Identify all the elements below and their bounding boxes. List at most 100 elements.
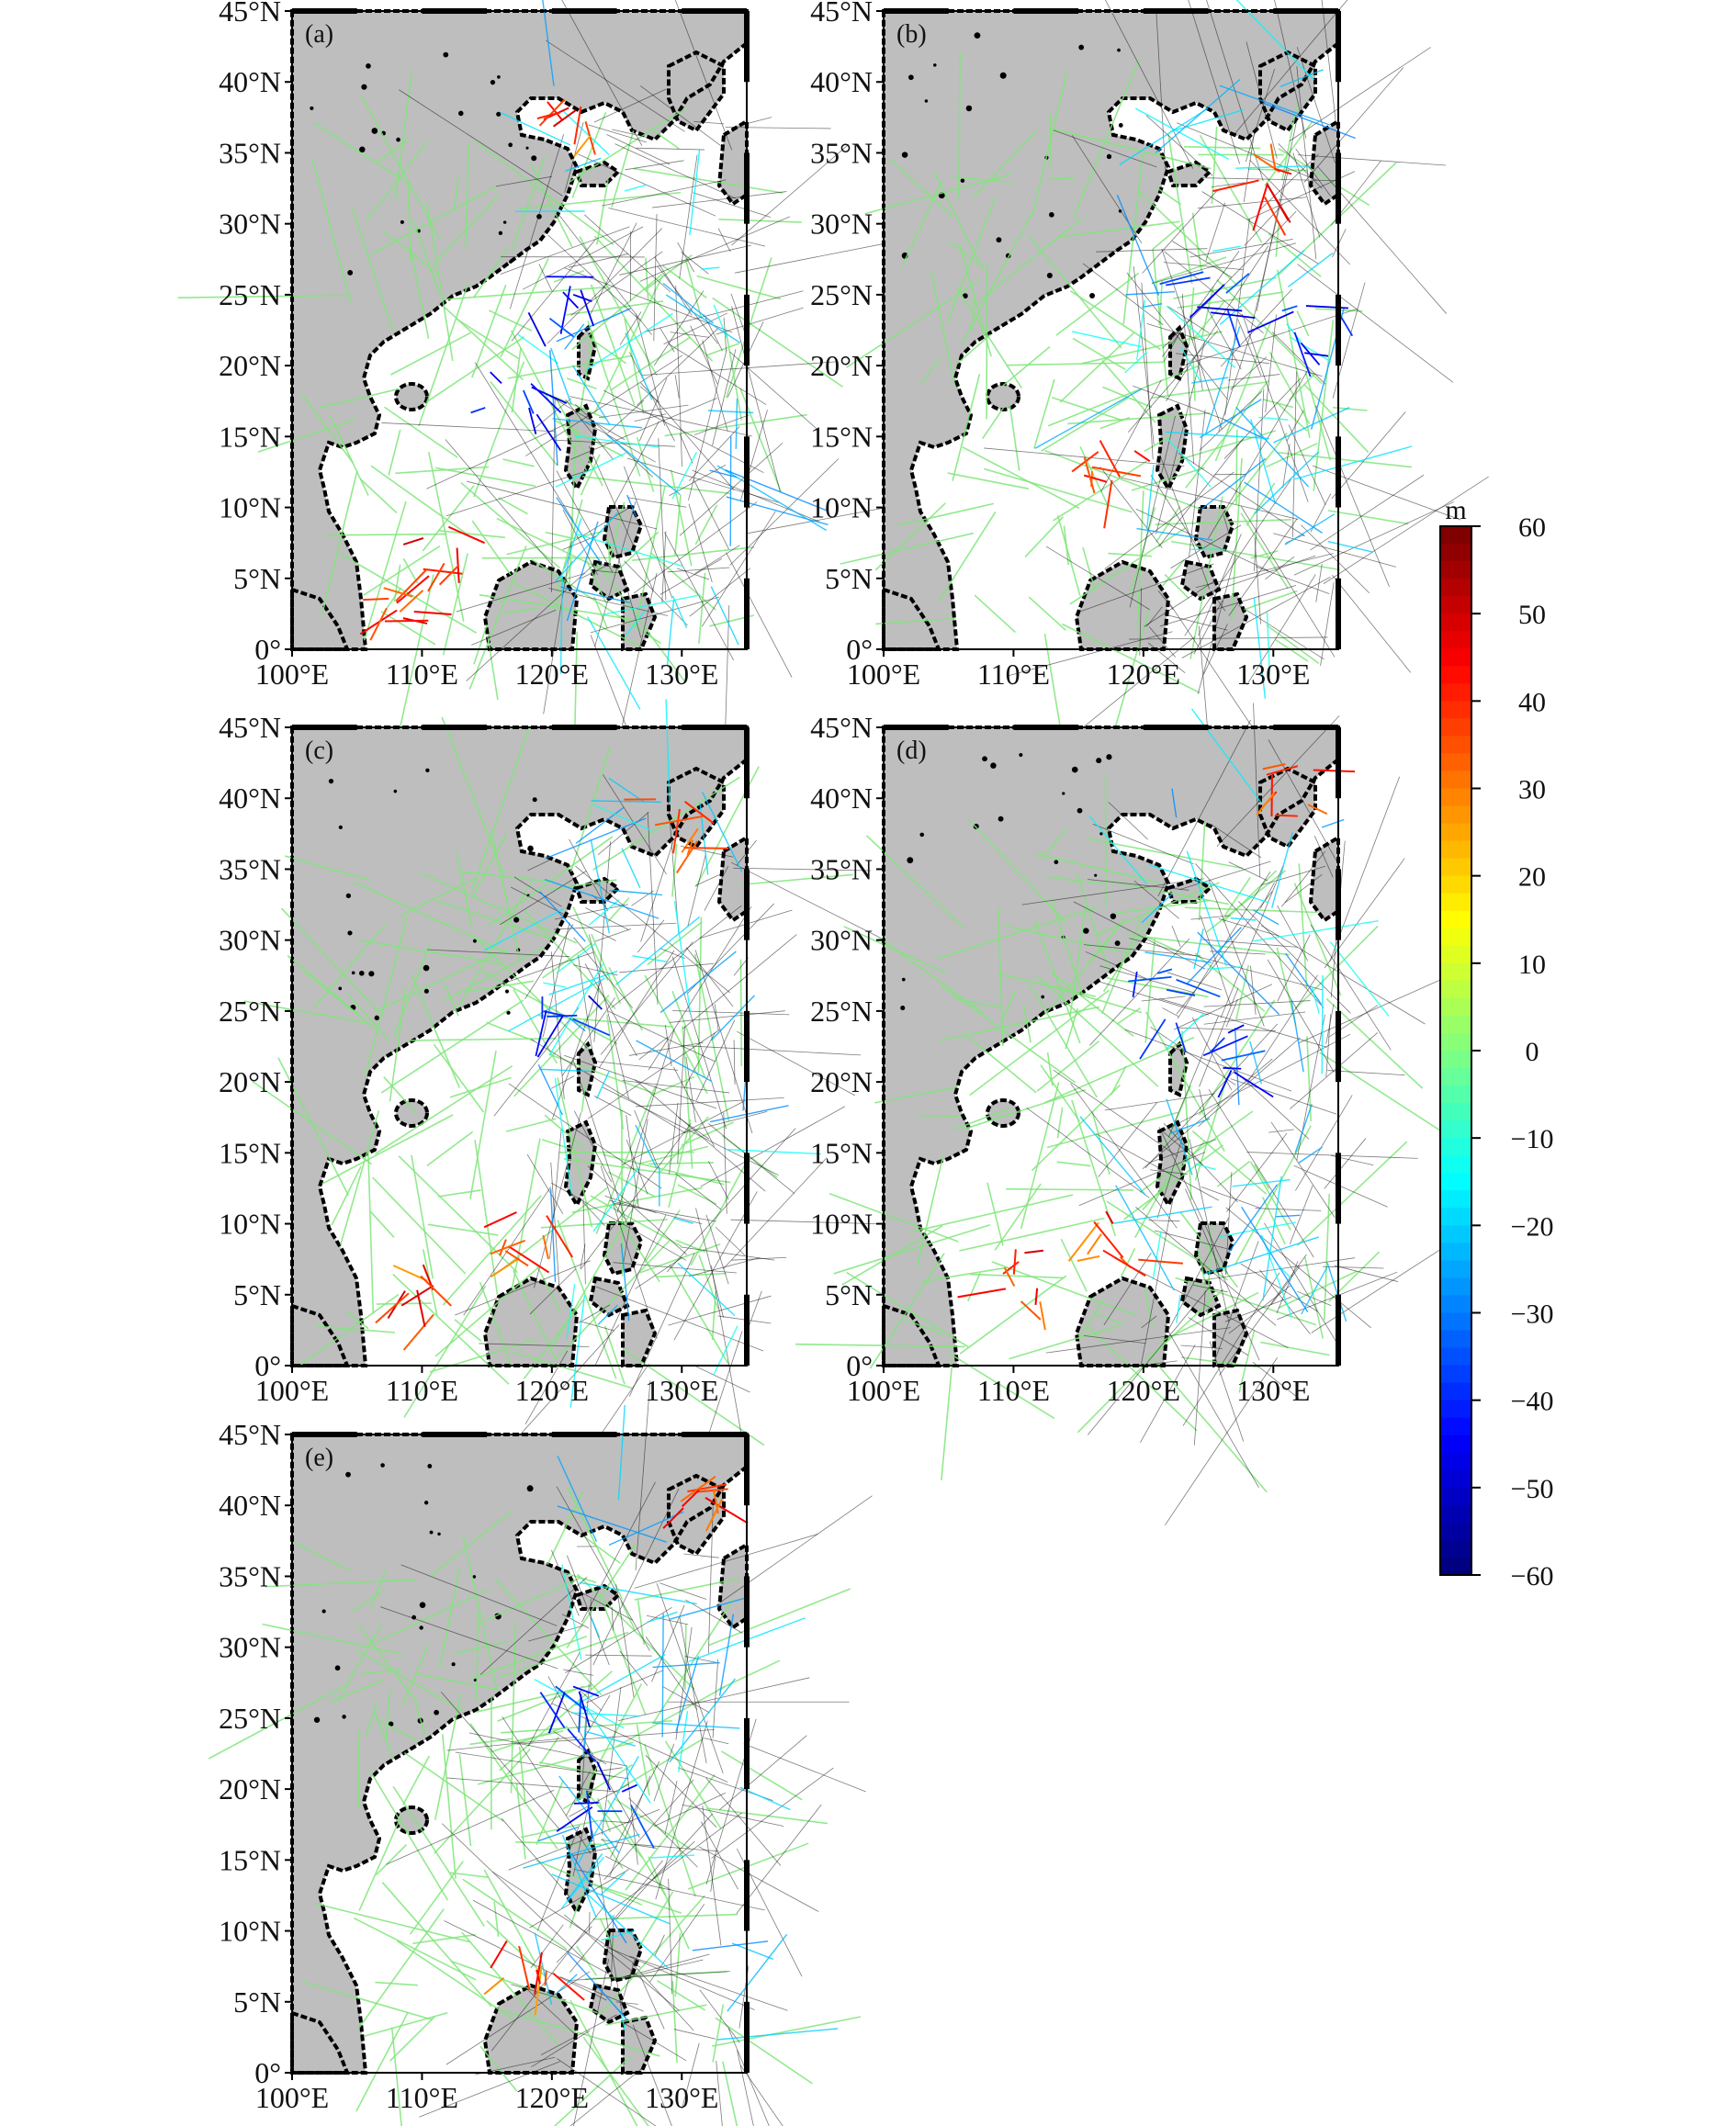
track-line <box>557 1456 598 1542</box>
track-line <box>578 1691 591 1727</box>
frame-tick <box>1336 152 1341 224</box>
track-line <box>1077 1335 1173 1434</box>
track-line <box>1259 1269 1311 1334</box>
track-line <box>1044 449 1201 510</box>
track-line <box>1136 527 1213 541</box>
track-line <box>177 294 352 298</box>
track-line <box>1145 115 1213 176</box>
track-line <box>661 264 707 298</box>
colorbar-tick-label: −40 <box>1511 1387 1554 1417</box>
track-line <box>527 857 555 872</box>
track-line <box>1056 1107 1064 1139</box>
track-line <box>426 423 567 489</box>
track-line <box>381 422 555 433</box>
track-line <box>606 134 671 165</box>
track-line <box>620 573 658 733</box>
ship-tracks <box>795 703 1461 1526</box>
ship-tracks <box>177 0 938 768</box>
track-line <box>705 1777 782 1866</box>
track-line <box>1262 1175 1282 1301</box>
track-line <box>571 1712 640 1717</box>
track-line <box>399 89 563 197</box>
lat-tick-label: 35°N <box>810 136 873 169</box>
track-line <box>1225 1172 1233 1276</box>
colorbar-segment <box>1440 1312 1471 1332</box>
track-line <box>1131 467 1205 491</box>
track-line <box>546 1215 574 1258</box>
track-line <box>420 1275 452 1307</box>
lat-tick-label: 35°N <box>219 1559 281 1592</box>
track-line <box>590 838 611 934</box>
track-line <box>408 242 430 339</box>
track-line <box>716 2028 839 2041</box>
track-line <box>1157 719 1251 897</box>
track-line <box>675 840 699 874</box>
track-line <box>461 1931 559 2046</box>
track-line <box>1295 148 1331 197</box>
track-line <box>653 129 680 150</box>
track-line <box>1296 310 1310 337</box>
track-line <box>700 1106 846 1187</box>
track-line <box>1082 263 1164 326</box>
track-line <box>1319 1052 1454 1141</box>
track-line <box>1313 320 1335 491</box>
track-line <box>580 1683 643 1799</box>
track-line <box>1310 924 1392 1051</box>
track-line <box>1293 501 1455 576</box>
track-line <box>1157 968 1173 974</box>
track-line <box>1223 1066 1242 1070</box>
track-line <box>477 1741 634 1785</box>
lake-dot <box>423 964 430 972</box>
track-line <box>567 1728 597 1762</box>
track-line <box>1155 339 1206 534</box>
track-line <box>366 141 428 222</box>
track-line <box>682 934 797 1029</box>
track-line <box>1264 1222 1339 1346</box>
track-line <box>653 1743 675 1802</box>
colorbar-segment <box>1440 631 1471 650</box>
track-line <box>1108 552 1153 557</box>
track-line <box>402 536 424 546</box>
track-line <box>285 855 370 882</box>
track-line <box>628 1041 704 1056</box>
track-line <box>543 982 567 988</box>
track-line <box>487 636 499 701</box>
track-line <box>1087 1325 1198 1432</box>
track-line <box>396 575 430 604</box>
track-line <box>1188 1317 1248 1356</box>
track-line <box>580 419 656 463</box>
track-line <box>1313 836 1334 878</box>
map-panel: (d)0°5°N10°N15°N20°N25°N30°N35°N40°N45°N… <box>795 703 1461 1526</box>
frame-tick <box>744 1010 750 1083</box>
track-line <box>1128 975 1172 983</box>
map-panel: (a)0°5°N10°N15°N20°N25°N30°N35°N40°N45°N… <box>177 0 938 768</box>
track-line <box>398 1155 518 1274</box>
track-line <box>1201 286 1214 340</box>
track-line <box>653 213 658 342</box>
track-line <box>1259 882 1275 909</box>
track-line <box>711 1767 834 1859</box>
track-line <box>1329 776 1401 962</box>
track-line <box>1189 239 1293 258</box>
track-line <box>684 1656 717 1663</box>
track-line <box>624 466 673 599</box>
track-line <box>590 596 720 634</box>
track-line <box>402 1755 431 1805</box>
track-line <box>1176 978 1221 998</box>
track-line <box>554 922 677 930</box>
track-line <box>1249 1041 1263 1085</box>
track-line <box>1301 524 1370 594</box>
track-line <box>600 1872 626 1895</box>
track-line <box>545 531 574 539</box>
track-line <box>546 39 685 132</box>
track-line <box>556 497 602 563</box>
track-line <box>1211 311 1256 319</box>
track-line <box>547 101 564 122</box>
colorbar-segment <box>1440 945 1471 964</box>
lon-tick-label: 110°E <box>386 1374 458 1407</box>
track-line <box>639 1243 721 1274</box>
track-line <box>1240 1263 1318 1312</box>
track-line <box>684 259 703 319</box>
track-line <box>869 1253 945 1369</box>
track-line <box>630 1805 655 1849</box>
